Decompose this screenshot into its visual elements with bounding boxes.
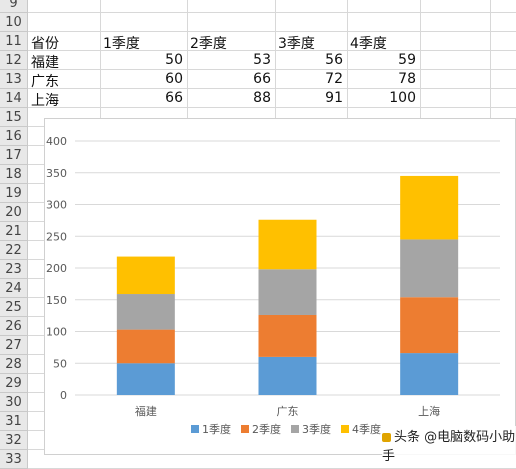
row-gridline — [28, 50, 516, 51]
bar-segment[interactable] — [400, 297, 459, 354]
bar-segment[interactable] — [258, 314, 317, 357]
province-cell[interactable]: 上海 — [31, 93, 59, 109]
header-cell-province[interactable]: 省份 — [31, 36, 59, 52]
row-header[interactable]: 28 — [0, 355, 28, 374]
y-tick-label: 350 — [46, 167, 67, 180]
row-header[interactable]: 11 — [0, 32, 28, 51]
bar-segment[interactable] — [258, 269, 317, 315]
row-header[interactable]: 16 — [0, 127, 28, 146]
province-cell[interactable]: 福建 — [31, 55, 59, 71]
row-header[interactable]: 24 — [0, 279, 28, 298]
row-header[interactable]: 12 — [0, 51, 28, 70]
row-header[interactable]: 33 — [0, 450, 28, 469]
value-cell[interactable]: 53 — [253, 52, 271, 68]
y-tick-label: 400 — [46, 135, 67, 148]
bar-segment[interactable] — [258, 219, 317, 270]
value-cell[interactable]: 78 — [398, 71, 416, 87]
watermark-text: 头条 @电脑数码小助手 — [382, 430, 516, 464]
y-tick-label: 150 — [46, 294, 67, 307]
row-header[interactable]: 10 — [0, 13, 28, 32]
legend-swatch — [341, 425, 349, 433]
value-cell[interactable]: 100 — [389, 90, 416, 106]
bar-segment[interactable] — [258, 356, 317, 395]
row-header[interactable]: 20 — [0, 203, 28, 222]
y-tick-label: 250 — [46, 230, 67, 243]
row-gridline — [28, 69, 516, 70]
value-cell[interactable]: 72 — [325, 71, 343, 87]
row-header[interactable]: 14 — [0, 89, 28, 108]
header-cell-quarter[interactable]: 3季度 — [278, 36, 315, 52]
value-cell[interactable]: 91 — [325, 90, 343, 106]
row-header[interactable]: 19 — [0, 184, 28, 203]
legend-swatch — [241, 425, 249, 433]
bar-segment[interactable] — [116, 329, 175, 364]
row-header[interactable]: 27 — [0, 336, 28, 355]
value-cell[interactable]: 60 — [165, 71, 183, 87]
legend-label: 1季度 — [202, 422, 231, 436]
value-cell[interactable]: 88 — [253, 90, 271, 106]
y-tick-label: 50 — [53, 357, 67, 370]
row-header[interactable]: 23 — [0, 260, 28, 279]
row-header[interactable]: 15 — [0, 108, 28, 127]
row-gridline — [28, 12, 516, 13]
bar-segment[interactable] — [116, 363, 175, 395]
chart-svg: 0 50 100 150 200 250 300 350 400 福建 广东 上海 1季度 2季度 3季度 4… — [46, 135, 500, 436]
legend-label: 4季度 — [352, 422, 381, 436]
row-gridline — [28, 88, 516, 89]
row-header[interactable]: 13 — [0, 70, 28, 89]
row-gridline — [28, 31, 516, 32]
bar-segment[interactable] — [116, 294, 175, 330]
watermark: 头条 @电脑数码小助手 — [382, 426, 516, 464]
row-gridline — [28, 107, 516, 108]
row-header[interactable]: 25 — [0, 298, 28, 317]
x-category-label: 广东 — [277, 405, 299, 418]
row-header[interactable]: 32 — [0, 431, 28, 450]
y-tick-label: 300 — [46, 199, 67, 212]
bar-segment[interactable] — [400, 353, 459, 395]
row-header[interactable]: 17 — [0, 146, 28, 165]
y-tick-label: 200 — [46, 262, 67, 275]
legend-label: 3季度 — [302, 422, 331, 436]
x-category-label: 上海 — [418, 404, 440, 418]
row-header[interactable]: 29 — [0, 374, 28, 393]
legend-swatch — [191, 425, 199, 433]
bar-segment[interactable] — [116, 256, 175, 295]
value-cell[interactable]: 66 — [253, 71, 271, 87]
value-cell[interactable]: 50 — [165, 52, 183, 68]
row-header[interactable]: 22 — [0, 241, 28, 260]
x-category-label: 福建 — [135, 404, 157, 418]
row-header[interactable]: 26 — [0, 317, 28, 336]
legend-label: 2季度 — [252, 422, 281, 436]
value-cell[interactable]: 56 — [325, 52, 343, 68]
header-cell-quarter[interactable]: 4季度 — [350, 36, 387, 52]
stacked-bar-chart[interactable]: 0 50 100 150 200 250 300 350 400 福建 广东 上海 1季度 2季度 3季度 4… — [44, 118, 516, 455]
row-header[interactable]: 21 — [0, 222, 28, 241]
y-tick-label: 0 — [60, 389, 67, 402]
row-header[interactable]: 18 — [0, 165, 28, 184]
header-cell-quarter[interactable]: 1季度 — [103, 36, 140, 52]
row-header[interactable]: 9 — [0, 0, 28, 13]
legend-swatch — [291, 425, 299, 433]
row-header[interactable]: 31 — [0, 412, 28, 431]
value-cell[interactable]: 66 — [165, 90, 183, 106]
bar-segment[interactable] — [400, 239, 459, 298]
bar-segment[interactable] — [400, 175, 459, 240]
row-header[interactable]: 30 — [0, 393, 28, 412]
province-cell[interactable]: 广东 — [31, 74, 59, 90]
header-cell-quarter[interactable]: 2季度 — [190, 36, 227, 52]
value-cell[interactable]: 59 — [398, 52, 416, 68]
y-tick-label: 100 — [46, 326, 67, 339]
toutiao-logo-icon — [382, 433, 391, 442]
